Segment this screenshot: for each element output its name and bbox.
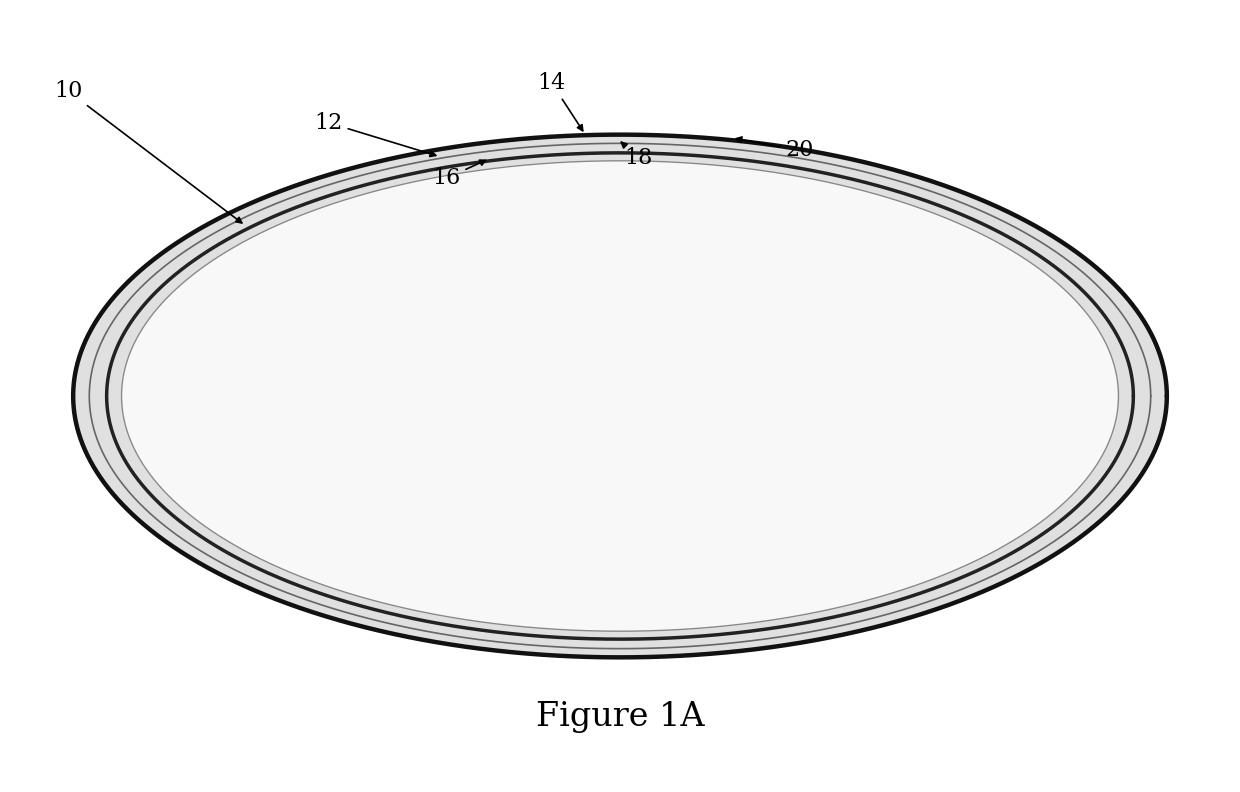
Text: 18: 18 [621, 142, 652, 169]
Polygon shape [73, 135, 1167, 657]
Text: 12: 12 [315, 112, 435, 157]
Polygon shape [122, 161, 1118, 631]
Polygon shape [122, 161, 1118, 631]
Text: 16: 16 [433, 160, 486, 189]
Text: Figure 1A: Figure 1A [536, 701, 704, 733]
Text: 10: 10 [55, 80, 242, 223]
Text: 20: 20 [737, 137, 813, 162]
Text: 14: 14 [538, 72, 583, 131]
